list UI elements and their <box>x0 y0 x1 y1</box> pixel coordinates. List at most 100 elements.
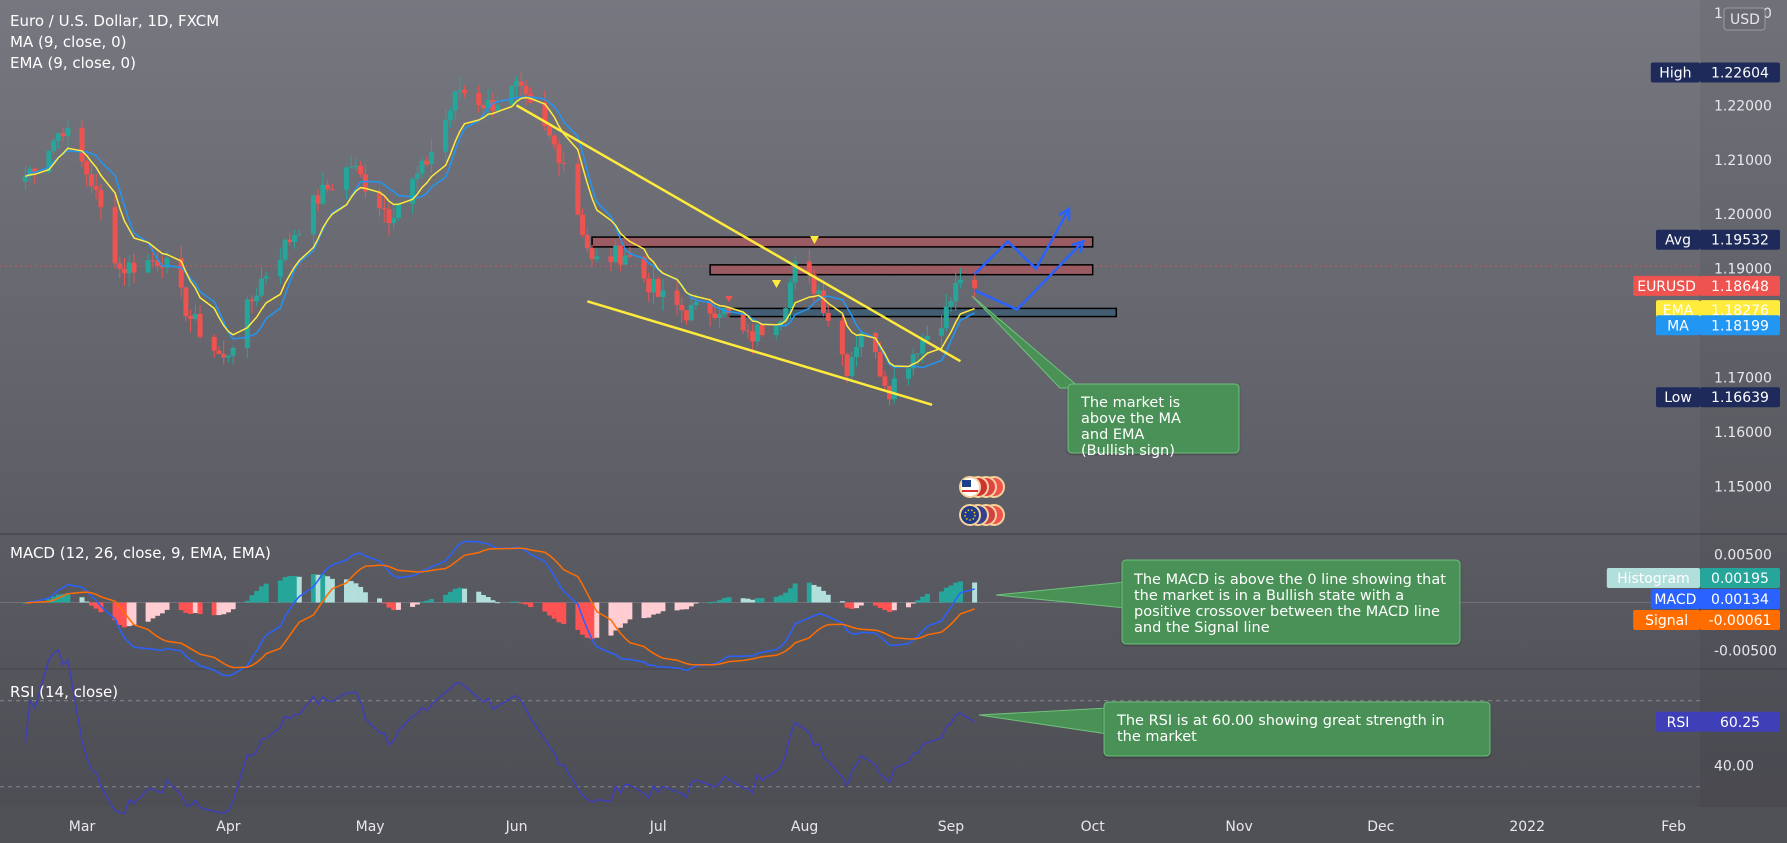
candle-down <box>112 207 118 264</box>
candle-up <box>594 256 600 260</box>
time-tick-label[interactable]: Jul <box>649 819 667 835</box>
rsi-tick-label: 40.00 <box>1714 758 1754 774</box>
macd-histogram-bar <box>684 602 690 610</box>
red-zone[interactable] <box>709 264 1094 276</box>
time-tick-label[interactable]: Aug <box>791 819 818 835</box>
candle-up <box>849 357 855 377</box>
time-tick-label[interactable]: Mar <box>69 819 96 835</box>
time-tick-label[interactable]: Apr <box>216 819 240 835</box>
pivot-marker <box>810 236 819 244</box>
time-tick-label[interactable]: Jun <box>505 819 528 835</box>
time-tick-label[interactable]: Nov <box>1225 819 1252 835</box>
macd-histogram-bar <box>249 595 255 603</box>
macd-histogram-bar <box>783 592 789 603</box>
economic-events[interactable] <box>959 476 1005 526</box>
macd-histogram-bar <box>816 586 822 603</box>
macd-histogram-bar <box>778 595 784 603</box>
time-tick-label[interactable]: 2022 <box>1509 819 1545 835</box>
candle-up <box>773 326 779 335</box>
candle-down <box>561 163 567 165</box>
macd-histogram-bar <box>254 590 260 603</box>
candle-up <box>783 308 789 322</box>
candle-down <box>707 302 713 314</box>
price-annotation[interactable]: The market is above the MA and EMA (Bullish… <box>971 295 1240 459</box>
rsi-marker-label: RSI <box>1667 715 1690 731</box>
price-marker-value-bg <box>1700 62 1780 83</box>
candle-down <box>386 209 392 224</box>
time-axis-ticks[interactable]: Mar Apr May Jun Jul Aug Sep Oct Nov Dec 2022 Feb <box>69 819 1686 835</box>
candle-down <box>178 258 184 288</box>
rsi-scale-ticks: 40.00 <box>1714 758 1754 774</box>
candle-down <box>221 353 227 358</box>
candle-up <box>891 378 897 400</box>
ema-legend[interactable]: EMA (9, close, 0) <box>10 54 136 72</box>
macd-histogram-bar <box>325 576 331 603</box>
macd-histogram-bar <box>693 602 699 604</box>
price-marker-label: Low <box>1664 390 1692 406</box>
macd-histogram-bar <box>320 574 326 603</box>
macd-histogram-bar <box>792 583 798 603</box>
macd-annotation[interactable]: The MACD is above the 0 line showing tha… <box>995 559 1461 645</box>
time-tick-label[interactable]: Feb <box>1661 819 1686 835</box>
candle-down <box>490 100 496 111</box>
macd-scale-ticks: 0.00500 -0.00500 <box>1714 547 1777 659</box>
macd-histogram-bar <box>594 602 600 638</box>
wedge-trendline[interactable] <box>586 300 933 406</box>
candle-down <box>551 135 557 145</box>
macd-histogram-bar <box>60 594 66 603</box>
time-tick-label[interactable]: Sep <box>938 819 965 835</box>
time-tick-label[interactable]: Dec <box>1367 819 1394 835</box>
wedge-trendline[interactable] <box>515 104 962 363</box>
candle-up <box>447 110 453 120</box>
rsi-legend[interactable]: RSI (14, close) <box>10 683 118 701</box>
price-tick-label: 1.19000 <box>1714 262 1772 278</box>
price-marker-value-bg <box>1700 300 1780 321</box>
candle-up <box>495 104 501 111</box>
rsi-line <box>24 649 975 815</box>
candle-down <box>882 376 888 386</box>
rsi-annotation[interactable]: The RSI is at 60.00 showing great streng… <box>978 701 1491 757</box>
macd-legend[interactable]: MACD (12, 26, close, 9, EMA, EMA) <box>10 544 271 562</box>
candle-down <box>740 313 746 331</box>
rsi-marker-value: 60.25 <box>1720 715 1760 731</box>
projection-path[interactable] <box>973 206 1086 311</box>
candle-down <box>745 330 751 332</box>
separator-macd-rsi[interactable] <box>0 668 1787 670</box>
callout-box[interactable] <box>1103 701 1491 757</box>
candle-down <box>150 260 156 262</box>
price-marker-value-bg <box>1700 229 1780 250</box>
projection-path-a[interactable] <box>973 208 1071 275</box>
macd-histogram-bar <box>660 602 666 612</box>
macd-histogram-bar <box>858 602 864 606</box>
macd-histogram-bar <box>277 580 283 603</box>
candle-down <box>216 350 222 354</box>
callout-box[interactable] <box>1067 383 1240 454</box>
projection-path-b[interactable] <box>974 240 1085 311</box>
trendlines[interactable] <box>515 104 962 406</box>
callout-box[interactable] <box>1121 559 1461 645</box>
candle-down <box>287 239 293 242</box>
macd-histogram-bar <box>920 596 926 603</box>
candle-up <box>457 90 463 92</box>
candle-down <box>750 331 756 342</box>
eu-flag-icon[interactable] <box>959 504 981 526</box>
currency-button[interactable] <box>1723 7 1766 31</box>
price-tick-label: 1.21000 <box>1714 153 1772 169</box>
eu-flag-stars <box>964 509 976 521</box>
ma-legend[interactable]: MA (9, close, 0) <box>10 33 126 51</box>
candle-up <box>55 133 61 141</box>
candle-up <box>410 179 416 204</box>
candle-down <box>646 278 652 293</box>
red-zone[interactable] <box>591 236 1094 248</box>
macd-histogram-bar <box>377 598 383 603</box>
macd-marker-value: 0.00195 <box>1711 571 1769 587</box>
macd-histogram-bar <box>447 591 453 603</box>
candle-up <box>419 160 425 174</box>
macd-histogram-bar <box>131 602 137 626</box>
macd-histogram-bar <box>575 602 581 630</box>
separator-price-macd[interactable] <box>0 533 1787 535</box>
time-tick-label[interactable]: May <box>356 819 385 835</box>
time-tick-label[interactable]: Oct <box>1081 819 1106 835</box>
candle-down <box>88 174 94 187</box>
